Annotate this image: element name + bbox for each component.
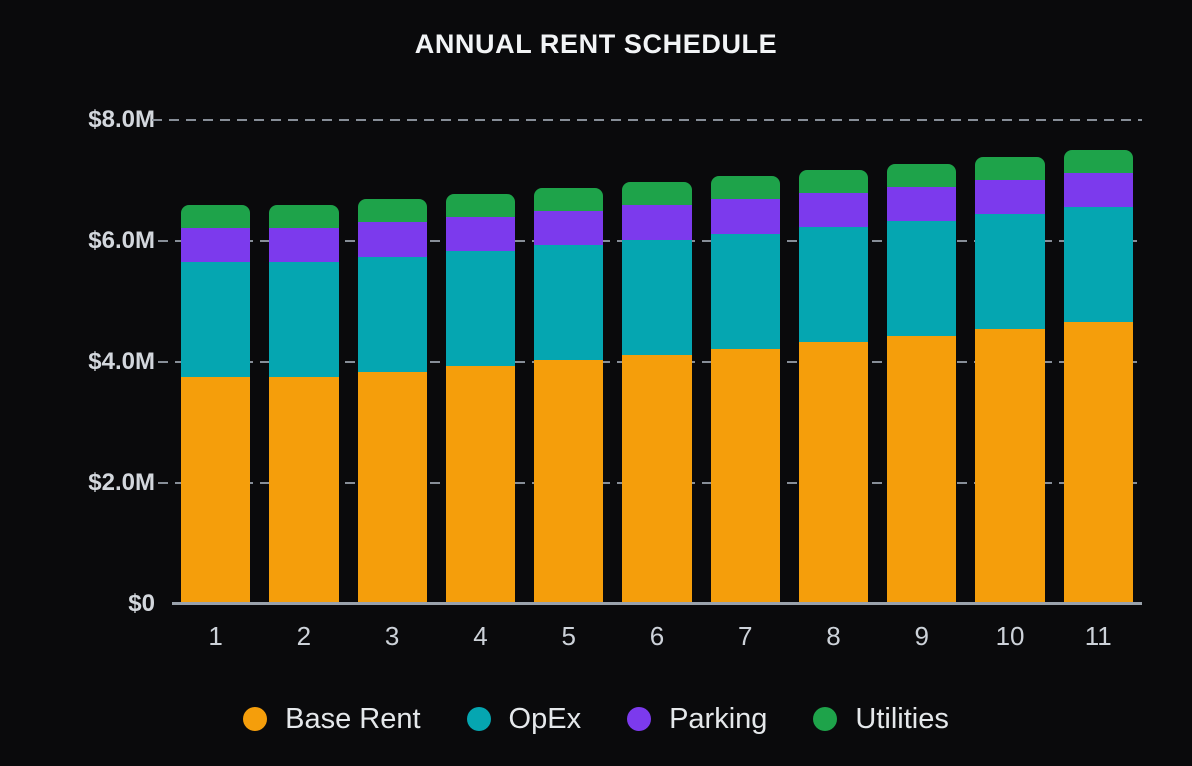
- legend-dot-icon-parking: [627, 707, 652, 731]
- segment-base-rent-year-5[interactable]: [534, 360, 604, 604]
- segment-base-rent-year-9[interactable]: [887, 335, 957, 604]
- x-axis-label-5: 5: [561, 621, 576, 651]
- y-axis-label--6-0m: $6.0M: [88, 227, 155, 254]
- segment-opex-year-7[interactable]: [710, 233, 780, 349]
- segment-parking-year-5[interactable]: [534, 210, 604, 246]
- segment-parking-year-7[interactable]: [710, 199, 780, 234]
- segment-utilities-year-8[interactable]: [798, 169, 869, 193]
- segment-opex-year-2[interactable]: [269, 262, 339, 378]
- x-axis-label-6: 6: [649, 621, 665, 651]
- y-axis: $0 $2.0M $4.0M $6.0M $8.0M: [0, 0, 155, 766]
- bar-year-11[interactable]: [1063, 149, 1133, 604]
- legend-label-parking: Parking: [669, 703, 768, 735]
- bar-year-9[interactable]: [887, 163, 957, 604]
- x-axis-baseline: [172, 602, 1142, 605]
- segment-utilities-year-2[interactable]: [269, 204, 339, 228]
- segment-opex-year-10[interactable]: [975, 214, 1045, 330]
- segment-opex-year-6[interactable]: [622, 239, 692, 355]
- bar-year-2[interactable]: [269, 204, 339, 604]
- segment-utilities-year-5[interactable]: [534, 187, 604, 211]
- legend-label-base-rent: Base Rent: [285, 703, 421, 735]
- bar-year-7[interactable]: [710, 176, 780, 604]
- segment-base-rent-year-4[interactable]: [445, 366, 516, 604]
- segment-utilities-year-11[interactable]: [1063, 149, 1133, 173]
- x-axis-label-3: 3: [384, 621, 400, 651]
- x-axis-label-2: 2: [296, 621, 312, 651]
- x-axis: 1 2 3 4 5 6 7 8 9 10 11: [172, 620, 1142, 652]
- segment-opex-year-8[interactable]: [798, 227, 869, 343]
- legend: Base Rent OpEx Parking Utilities: [0, 702, 1192, 736]
- segment-base-rent-year-1[interactable]: [181, 377, 251, 604]
- legend-item-base-rent[interactable]: Base Rent: [243, 702, 421, 736]
- plot-area: [152, 119, 1142, 605]
- segment-parking-year-3[interactable]: [357, 222, 427, 257]
- segment-utilities-year-4[interactable]: [445, 193, 516, 217]
- segment-parking-year-11[interactable]: [1063, 172, 1133, 208]
- y-axis-label--8-0m: $8.0M: [88, 106, 155, 133]
- segment-parking-year-10[interactable]: [975, 179, 1045, 215]
- segment-utilities-year-9[interactable]: [887, 163, 957, 187]
- segment-parking-year-1[interactable]: [181, 227, 251, 263]
- segment-opex-year-4[interactable]: [445, 251, 516, 367]
- segment-utilities-year-10[interactable]: [975, 156, 1045, 180]
- legend-item-utilities[interactable]: Utilities: [813, 702, 949, 736]
- bar-year-6[interactable]: [622, 182, 692, 604]
- segment-base-rent-year-10[interactable]: [975, 329, 1045, 604]
- x-axis-label-8: 8: [826, 621, 841, 651]
- segment-opex-year-11[interactable]: [1063, 207, 1133, 323]
- x-axis-label-7: 7: [737, 621, 753, 651]
- segment-base-rent-year-2[interactable]: [269, 377, 339, 604]
- segment-base-rent-year-6[interactable]: [622, 354, 692, 604]
- bar-year-5[interactable]: [534, 187, 604, 604]
- segment-base-rent-year-7[interactable]: [710, 348, 780, 604]
- segment-opex-year-9[interactable]: [887, 221, 957, 336]
- y-axis-label--0: $0: [128, 590, 155, 617]
- segment-base-rent-year-8[interactable]: [798, 342, 869, 604]
- segment-utilities-year-1[interactable]: [181, 204, 251, 228]
- x-axis-label-1: 1: [208, 621, 223, 651]
- gridline--8-0m: [152, 119, 1142, 121]
- legend-dot-icon-utilities: [813, 707, 838, 731]
- segment-utilities-year-6[interactable]: [622, 182, 692, 206]
- segment-opex-year-5[interactable]: [534, 245, 604, 361]
- bar-year-1[interactable]: [181, 204, 251, 604]
- segment-parking-year-9[interactable]: [887, 186, 957, 222]
- bar-year-4[interactable]: [445, 193, 516, 604]
- bar-year-8[interactable]: [798, 169, 869, 604]
- legend-item-parking[interactable]: Parking: [627, 702, 767, 736]
- x-axis-label-9: 9: [914, 621, 929, 651]
- y-axis-label--4-0m: $4.0M: [88, 348, 155, 375]
- legend-item-opex[interactable]: OpEx: [466, 702, 582, 736]
- segment-utilities-year-7[interactable]: [710, 176, 780, 200]
- segment-base-rent-year-3[interactable]: [357, 371, 427, 604]
- legend-dot-icon-opex: [466, 707, 491, 731]
- legend-dot-icon-base-rent: [243, 707, 268, 731]
- segment-parking-year-8[interactable]: [798, 192, 869, 228]
- bar-year-3[interactable]: [357, 199, 427, 604]
- y-axis-label--2-0m: $2.0M: [88, 469, 155, 496]
- segment-parking-year-6[interactable]: [622, 205, 692, 240]
- segment-parking-year-2[interactable]: [269, 227, 339, 263]
- legend-label-opex: OpEx: [508, 703, 582, 735]
- segment-opex-year-3[interactable]: [357, 256, 427, 372]
- legend-label-utilities: Utilities: [855, 703, 949, 735]
- segment-utilities-year-3[interactable]: [357, 199, 427, 223]
- x-axis-label-11: 11: [1084, 621, 1112, 651]
- bar-year-10[interactable]: [975, 156, 1045, 604]
- segment-parking-year-4[interactable]: [445, 216, 516, 252]
- segment-opex-year-1[interactable]: [181, 262, 251, 378]
- x-axis-label-10: 10: [995, 621, 1025, 651]
- bars: [172, 120, 1142, 604]
- x-axis-label-4: 4: [473, 621, 488, 651]
- chart-title: ANNUAL RENT SCHEDULE: [414, 29, 778, 59]
- segment-base-rent-year-11[interactable]: [1063, 322, 1133, 604]
